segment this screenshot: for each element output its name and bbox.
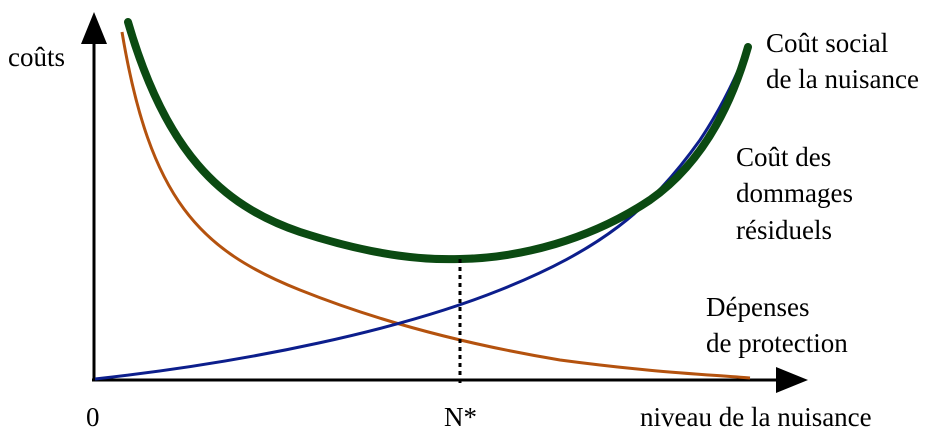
residual-damage-label-line2: dommages [736, 178, 853, 208]
residual-damage-label-line1: Coût des [736, 142, 831, 172]
social-cost-label-line2: de la nuisance [766, 64, 919, 94]
x-axis-arrowhead [776, 367, 808, 393]
protection-spending-label-line1: Dépenses [706, 292, 809, 322]
optimum-label: N* [444, 402, 477, 432]
protection-spending-curve [120, 31, 751, 380]
residual-damage-label-line3: résiduels [736, 215, 832, 245]
x-axis-label: niveau de la nuisance [640, 402, 872, 432]
y-axis-arrowhead [81, 12, 107, 44]
social-cost-label-line1: Coût social [766, 28, 888, 58]
protection-spending-label-line2: de protection [706, 328, 848, 358]
origin-label: 0 [86, 402, 100, 432]
y-axis-label: coûts [8, 42, 65, 72]
residual-damage-curve [94, 46, 750, 381]
social-cost-curve [124, 18, 752, 264]
